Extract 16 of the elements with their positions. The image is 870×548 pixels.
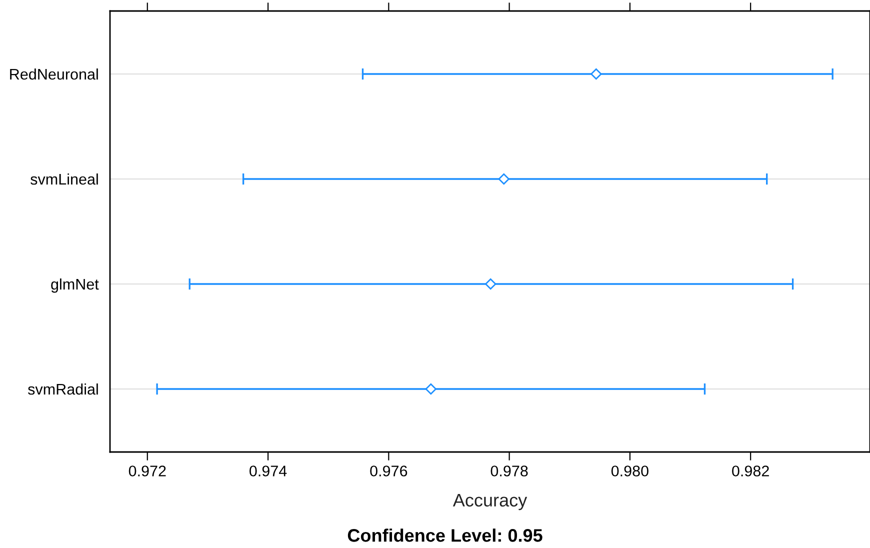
point bbox=[484, 278, 496, 290]
x-tick-label: 0.982 bbox=[732, 466, 769, 476]
x-tick-label: 0.978 bbox=[490, 466, 528, 476]
y-tick-label: RedNeuronal bbox=[10, 68, 98, 80]
point bbox=[498, 173, 510, 185]
y-tick-label: svmLineal bbox=[30, 173, 98, 185]
x-tick-label: 0.976 bbox=[370, 466, 408, 476]
point bbox=[425, 383, 436, 395]
y-tick-label: svmRadial bbox=[28, 383, 98, 395]
x-tick-label: 0.974 bbox=[250, 466, 287, 476]
x-tick-label: 0.980 bbox=[611, 466, 648, 476]
text: Confidence Level: 0.95 bbox=[348, 528, 542, 542]
x-axis-title: Accuracy bbox=[452, 494, 528, 510]
point bbox=[590, 68, 602, 80]
y-tick-label: glmNet bbox=[51, 278, 99, 293]
x-tick-label: 0.972 bbox=[128, 466, 166, 476]
